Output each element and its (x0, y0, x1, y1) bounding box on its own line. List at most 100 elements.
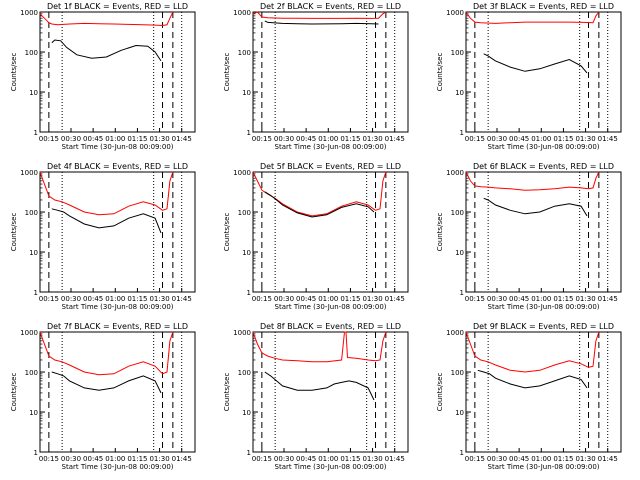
x-axis-label: Start Time (30-Jun-08 00:09:00) (62, 143, 174, 151)
plot-frame (39, 171, 196, 293)
chart-title: Det 6f BLACK = Events, RED = LLD (473, 162, 614, 171)
series-black-line (477, 369, 588, 389)
subplot: Det 2f BLACK = Events, RED = LLD 1 10 100 10… (223, 2, 409, 151)
subplot: Det 9f BLACK = Events, RED = LLD 1 10 100 10… (436, 322, 622, 471)
series-black-line (483, 53, 588, 74)
y-axis-label: Counts/sec (223, 53, 231, 92)
y-tick-label: 10 (455, 409, 464, 417)
y-tick-label: 10 (29, 249, 38, 257)
y-tick-label: 10 (242, 249, 251, 257)
x-tick-label: 00:30 (487, 295, 507, 303)
y-axis-label: Counts/sec (223, 373, 231, 412)
plot-frame (465, 331, 622, 453)
x-tick-label: 01:15 (553, 135, 573, 143)
x-tick-label: 01:45 (172, 455, 192, 463)
x-tick-label: 01:45 (385, 135, 405, 143)
x-tick-label: 01:15 (127, 135, 147, 143)
x-axis-label: Start Time (30-Jun-08 00:09:00) (275, 143, 387, 151)
x-tick-label: 00:30 (61, 455, 81, 463)
chart-title: Det 5f BLACK = Events, RED = LLD (260, 162, 401, 171)
x-axis-label: Start Time (30-Jun-08 00:09:00) (488, 303, 600, 311)
series-black-line (264, 191, 375, 218)
y-tick-label: 1 (460, 129, 464, 137)
x-tick-label: 00:45 (509, 295, 529, 303)
y-tick-label: 100 (238, 369, 251, 377)
y-tick-label: 10 (455, 89, 464, 97)
x-tick-label: 01:45 (172, 295, 192, 303)
x-axis-label: Start Time (30-Jun-08 00:09:00) (62, 303, 174, 311)
x-tick-label: 01:00 (531, 455, 551, 463)
x-tick-label: 01:15 (340, 455, 360, 463)
y-tick-label: 100 (238, 49, 251, 57)
subplot: Det 5f BLACK = Events, RED = LLD 1 10 100 10… (223, 162, 409, 311)
x-tick-label: 01:15 (340, 295, 360, 303)
y-tick-label: 100 (451, 209, 464, 217)
chart-title: Det 3f BLACK = Events, RED = LLD (473, 2, 614, 11)
x-tick-label: 00:30 (487, 455, 507, 463)
y-tick-label: 1 (34, 449, 38, 457)
x-tick-label: 01:30 (362, 135, 382, 143)
chart-title: Det 9f BLACK = Events, RED = LLD (473, 322, 614, 331)
x-tick-label: 00:30 (274, 455, 294, 463)
x-tick-label: 01:15 (553, 455, 573, 463)
y-tick-label: 1 (34, 129, 38, 137)
x-tick-label: 01:00 (105, 455, 125, 463)
series-black-line (51, 39, 162, 62)
x-tick-label: 01:00 (531, 295, 551, 303)
y-tick-label: 1000 (446, 9, 464, 17)
y-tick-label: 100 (238, 209, 251, 217)
x-tick-label: 01:45 (598, 455, 618, 463)
series-black-line (264, 20, 379, 25)
x-tick-label: 00:15 (39, 295, 59, 303)
y-axis-label: Counts/sec (10, 213, 18, 252)
series-black-line (51, 371, 162, 394)
x-tick-label: 00:45 (83, 135, 103, 143)
x-tick-label: 00:15 (39, 455, 59, 463)
y-tick-label: 10 (455, 249, 464, 257)
y-tick-label: 10 (29, 89, 38, 97)
y-axis-label: Counts/sec (223, 213, 231, 252)
chart-title: Det 2f BLACK = Events, RED = LLD (260, 2, 401, 11)
y-tick-label: 1000 (446, 169, 464, 177)
subplot: Det 8f BLACK = Events, RED = LLD 1 10 100 10… (223, 322, 409, 471)
x-tick-label: 01:30 (575, 295, 595, 303)
y-axis-label: Counts/sec (10, 53, 18, 92)
x-axis-label: Start Time (30-Jun-08 00:09:00) (275, 463, 387, 471)
y-axis-label: Counts/sec (436, 373, 444, 412)
x-tick-label: 00:15 (252, 295, 272, 303)
x-tick-label: 01:45 (598, 135, 618, 143)
chart-title: Det 4f BLACK = Events, RED = LLD (47, 162, 188, 171)
plot-frame (39, 11, 196, 133)
x-tick-label: 01:30 (575, 455, 595, 463)
x-tick-label: 01:00 (105, 295, 125, 303)
x-tick-label: 01:45 (598, 295, 618, 303)
y-tick-label: 1 (247, 129, 251, 137)
plot-frame (39, 331, 196, 453)
y-tick-label: 100 (25, 49, 38, 57)
y-tick-label: 1 (34, 289, 38, 297)
series-red-line (465, 171, 600, 191)
x-axis-label: Start Time (30-Jun-08 00:09:00) (275, 303, 387, 311)
plot-frame (252, 171, 409, 293)
x-tick-label: 00:15 (39, 135, 59, 143)
series-red-line (465, 331, 600, 373)
plot-frame (465, 171, 622, 293)
x-tick-label: 00:15 (465, 455, 485, 463)
x-tick-label: 00:15 (252, 135, 272, 143)
y-axis-label: Counts/sec (436, 213, 444, 252)
x-axis-label: Start Time (30-Jun-08 00:09:00) (62, 463, 174, 471)
x-tick-label: 01:30 (149, 135, 169, 143)
chart-title: Det 7f BLACK = Events, RED = LLD (47, 322, 188, 331)
y-tick-label: 1000 (233, 9, 251, 17)
series-red-line (252, 11, 387, 19)
y-tick-label: 100 (451, 49, 464, 57)
y-axis-label: Counts/sec (436, 53, 444, 92)
x-tick-label: 01:30 (362, 295, 382, 303)
x-tick-label: 01:15 (127, 295, 147, 303)
x-tick-label: 00:30 (274, 295, 294, 303)
x-tick-label: 00:45 (296, 135, 316, 143)
y-tick-label: 100 (25, 209, 38, 217)
y-tick-label: 10 (242, 89, 251, 97)
x-tick-label: 00:30 (487, 135, 507, 143)
series-red-line (252, 331, 387, 363)
